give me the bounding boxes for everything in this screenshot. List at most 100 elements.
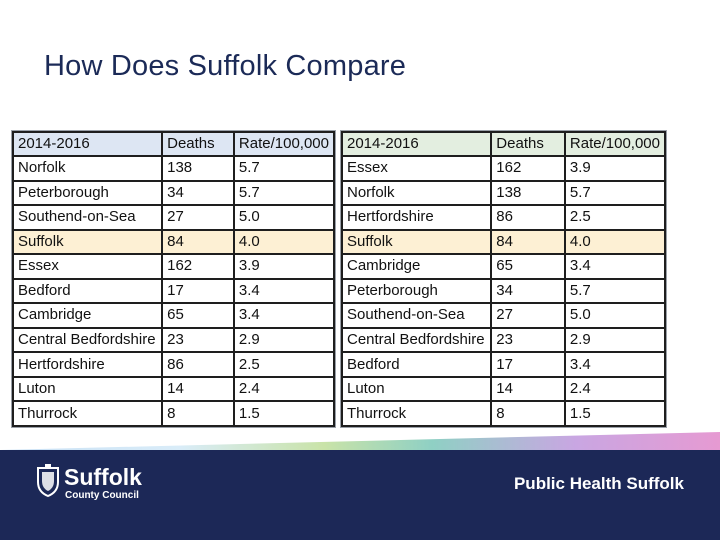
cell-rate: 2.9: [563, 326, 667, 354]
cell-deaths: 8: [161, 400, 235, 427]
cell-area: Cambridge: [11, 302, 164, 329]
table-row: Peterborough 34 5.7: [11, 179, 336, 207]
brand-name: Public Health Suffolk: [513, 474, 684, 493]
cell-deaths: 86: [161, 351, 235, 378]
table-row: Luton 14 2.4: [340, 375, 667, 403]
cell-deaths: 138: [490, 179, 566, 207]
cell-area: Hertfordshire: [340, 204, 493, 231]
table-row: Suffolk 84 4.0: [11, 228, 336, 256]
table-row: Essex 162 3.9: [340, 155, 667, 182]
cell-deaths: 34: [161, 179, 235, 207]
table-row: Peterborough 34 5.7: [340, 277, 667, 305]
cell-deaths: 162: [161, 253, 235, 280]
table-row: Cambridge 65 3.4: [11, 302, 336, 329]
table-row: Thurrock 8 1.5: [340, 400, 667, 427]
cell-area: Luton: [340, 375, 493, 403]
cell-rate: 3.4: [563, 351, 667, 378]
cell-deaths: 27: [161, 204, 235, 231]
table-row: Luton 14 2.4: [11, 375, 336, 403]
cell-deaths: 14: [490, 375, 566, 403]
cell-deaths: 138: [161, 155, 235, 182]
cell-rate: 4.0: [563, 228, 667, 256]
left-table-container: 2014-2016 Deaths Rate/100,000 Norfolk 138…: [11, 130, 336, 428]
cell-rate: 1.5: [232, 400, 336, 427]
cell-rate: 2.5: [563, 204, 667, 231]
cell-deaths: 34: [490, 277, 566, 305]
column-header-period: 2014-2016: [340, 131, 493, 157]
footer-bar: Suffolk County Council Public Health Suf…: [0, 450, 720, 540]
cell-rate: 2.4: [563, 375, 667, 403]
cell-area: Southend-on-Sea: [340, 302, 493, 329]
cell-deaths: 65: [490, 253, 566, 280]
table-row: Southend-on-Sea 27 5.0: [11, 204, 336, 231]
cell-rate: 3.9: [563, 155, 667, 182]
column-header-period: 2014-2016: [11, 131, 164, 157]
suffolk-county-council-logo: Suffolk County Council: [36, 464, 166, 504]
table-row: Bedford 17 3.4: [11, 277, 336, 305]
cell-area: Bedford: [11, 277, 164, 305]
crest-icon: [37, 464, 59, 498]
cell-rate: 3.4: [232, 302, 336, 329]
cell-area: Thurrock: [340, 400, 493, 427]
cell-area: Luton: [11, 375, 164, 403]
cell-rate: 5.7: [232, 155, 336, 182]
right-table: 2014-2016 Deaths Rate/100,000 Essex 162 3.…: [340, 131, 667, 427]
cell-area: Southend-on-Sea: [11, 204, 164, 231]
column-header-deaths: Deaths: [490, 131, 566, 157]
table-row: Norfolk 138 5.7: [340, 179, 667, 207]
cell-area: Suffolk: [340, 228, 493, 256]
table-header-row: 2014-2016 Deaths Rate/100,000: [11, 131, 336, 157]
cell-rate: 2.4: [232, 375, 336, 403]
cell-area: Central Bedfordshire: [11, 326, 164, 354]
column-header-rate: Rate/100,000: [563, 131, 667, 157]
cell-deaths: 23: [161, 326, 235, 354]
cell-rate: 5.0: [563, 302, 667, 329]
left-table: 2014-2016 Deaths Rate/100,000 Norfolk 138…: [11, 131, 336, 427]
cell-area: Peterborough: [11, 179, 164, 207]
cell-area: Hertfordshire: [11, 351, 164, 378]
cell-deaths: 17: [161, 277, 235, 305]
cell-deaths: 162: [490, 155, 566, 182]
cell-deaths: 8: [490, 400, 566, 427]
table-row: Bedford 17 3.4: [340, 351, 667, 378]
cell-deaths: 84: [161, 228, 235, 256]
cell-rate: 1.5: [563, 400, 667, 427]
cell-area: Norfolk: [11, 155, 164, 182]
column-header-deaths: Deaths: [161, 131, 235, 157]
right-table-container: 2014-2016 Deaths Rate/100,000 Essex 162 3.…: [340, 130, 667, 428]
cell-rate: 3.4: [232, 277, 336, 305]
cell-rate: 3.9: [232, 253, 336, 280]
cell-area: Bedford: [340, 351, 493, 378]
cell-deaths: 84: [490, 228, 566, 256]
cell-area: Cambridge: [340, 253, 493, 280]
logo-subtitle: County Council: [65, 490, 139, 501]
cell-rate: 2.5: [232, 351, 336, 378]
cell-area: Norfolk: [340, 179, 493, 207]
cell-rate: 5.7: [232, 179, 336, 207]
cell-area: Essex: [11, 253, 164, 280]
logo-name: Suffolk: [64, 464, 142, 490]
table-row: Suffolk 84 4.0: [340, 228, 667, 256]
table-row: Cambridge 65 3.4: [340, 253, 667, 280]
page-title: How Does Suffolk Compare: [44, 50, 407, 82]
table-row: Central Bedfordshire 23 2.9: [340, 326, 667, 354]
table-row: Central Bedfordshire 23 2.9: [11, 326, 336, 354]
cell-rate: 4.0: [232, 228, 336, 256]
cell-deaths: 65: [161, 302, 235, 329]
cell-rate: 5.0: [232, 204, 336, 231]
cell-deaths: 14: [161, 375, 235, 403]
table-row: Southend-on-Sea 27 5.0: [340, 302, 667, 329]
cell-rate: 5.7: [563, 179, 667, 207]
column-header-rate: Rate/100,000: [232, 131, 336, 157]
table-row: Hertfordshire 86 2.5: [11, 351, 336, 378]
table-row: Hertfordshire 86 2.5: [340, 204, 667, 231]
table-header-row: 2014-2016 Deaths Rate/100,000: [340, 131, 667, 157]
cell-rate: 3.4: [563, 253, 667, 280]
left-table-body: Norfolk 138 5.7 Peterborough 34 5.7 Southend-o…: [11, 155, 336, 427]
cell-area: Essex: [340, 155, 493, 182]
cell-rate: 5.7: [563, 277, 667, 305]
cell-area: Peterborough: [340, 277, 493, 305]
cell-deaths: 27: [490, 302, 566, 329]
decorative-color-stripe: [0, 432, 720, 450]
cell-area: Thurrock: [11, 400, 164, 427]
